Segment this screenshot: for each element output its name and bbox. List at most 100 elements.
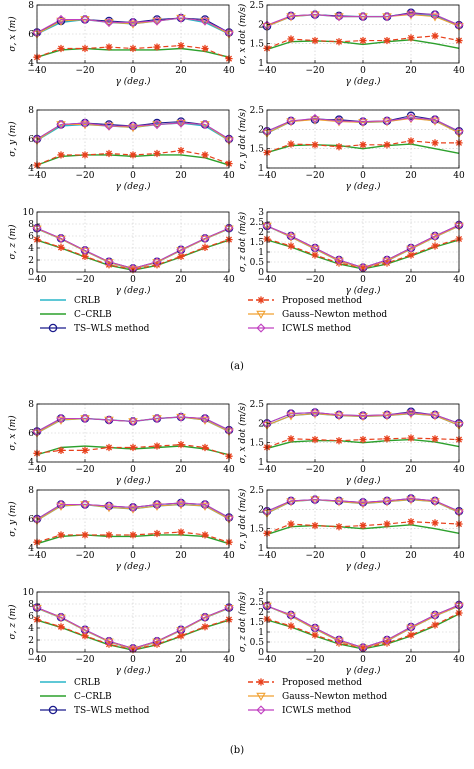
- point-icwls-method: [152, 16, 162, 26]
- y-tick-label: 6: [28, 515, 34, 525]
- y-tick-label: 8: [28, 600, 34, 610]
- point-proposed-method: [177, 252, 185, 260]
- point-icwls-method: [56, 612, 66, 622]
- point-icwls-method: [80, 14, 90, 25]
- point-proposed-method: [431, 242, 439, 250]
- legend-label-c-crlb: C–CRLB: [74, 310, 112, 320]
- point-icwls-method: [80, 625, 90, 635]
- x-tick-label: 0: [130, 655, 136, 665]
- point-proposed-method: [335, 523, 343, 531]
- point-icwls-method: [430, 231, 440, 241]
- point-proposed-method: [81, 531, 89, 539]
- y-tick-label: 3: [258, 588, 264, 598]
- x-tick-label: 20: [405, 655, 417, 665]
- point-proposed-method: [177, 42, 185, 50]
- point-icwls-method: [334, 410, 344, 420]
- point-icwls-method: [104, 636, 114, 646]
- point-proposed-method: [407, 631, 415, 639]
- legend-label-ts-wls-method: TS–WLS method: [74, 706, 150, 716]
- series-line-gauss-newton-method: [36, 504, 230, 521]
- point-proposed-method: [57, 531, 65, 539]
- y-axis-label: σ, y (m): [7, 501, 18, 537]
- point-icwls-method: [152, 636, 162, 646]
- point-icwls-method: [406, 493, 416, 504]
- point-icwls-method: [430, 410, 440, 420]
- point-proposed-method: [105, 261, 113, 269]
- panel-caption-a: (a): [230, 361, 244, 372]
- point-proposed-method: [105, 640, 113, 648]
- x-tick-label: −20: [306, 275, 325, 285]
- point-proposed-method: [105, 43, 113, 51]
- series-line-c-crlb: [266, 39, 460, 51]
- legend-marker-proposed-method: [257, 296, 265, 304]
- point-proposed-method: [153, 529, 161, 538]
- point-icwls-method: [128, 416, 138, 426]
- point-proposed-method: [335, 437, 343, 445]
- legend-marker-icwls-method: [256, 705, 266, 715]
- x-tick-label: 40: [453, 275, 465, 285]
- point-proposed-method: [407, 34, 415, 42]
- point-icwls-method: [176, 118, 186, 128]
- legend-label-ts-wls-method: TS–WLS method: [74, 324, 150, 334]
- x-tick-label: 0: [360, 655, 366, 665]
- y-axis-label: σ, z dot (m/s): [237, 211, 248, 272]
- point-proposed-method: [201, 151, 209, 159]
- y-tick-label: 2.5: [250, 598, 265, 608]
- y-tick-label: 8: [28, 1, 34, 11]
- point-icwls-method: [382, 12, 392, 22]
- point-icwls-method: [358, 117, 368, 127]
- y-tick-label: 2: [258, 20, 264, 30]
- point-gauss-newton-method: [200, 17, 210, 26]
- point-icwls-method: [310, 623, 320, 633]
- point-icwls-method: [310, 407, 320, 418]
- point-proposed-method: [105, 531, 113, 539]
- y-tick-label: 8: [28, 106, 34, 116]
- point-proposed-method: [177, 528, 185, 536]
- x-tick-label: 40: [223, 465, 235, 475]
- point-gauss-newton-method: [104, 416, 114, 425]
- x-tick-label: −20: [76, 465, 95, 475]
- subplot-a-x: −40 −20 0 20 40 4 6 8 γ (deg.) σ, x (m): [7, 1, 235, 87]
- point-icwls-method: [200, 413, 210, 424]
- point-icwls-method: [334, 255, 344, 265]
- x-axis-label: γ (deg.): [346, 76, 381, 87]
- x-tick-label: −20: [76, 551, 95, 561]
- x-tick-label: −40: [258, 66, 277, 76]
- point-icwls-method: [382, 635, 392, 645]
- point-proposed-method: [105, 443, 113, 452]
- point-icwls-method: [56, 119, 66, 130]
- y-tick-label: 1.5: [250, 525, 265, 535]
- point-icwls-method: [176, 498, 186, 508]
- x-axis-label: γ (deg.): [346, 285, 381, 296]
- series-line-icwls-method: [36, 502, 230, 520]
- point-icwls-method: [406, 113, 416, 123]
- point-icwls-method: [176, 625, 186, 635]
- point-proposed-method: [311, 141, 319, 149]
- subplot-b-ydot: −40 −20 0 20 40 1 1.5 2 2.5 γ (deg.) σ, y dot (m/s…: [237, 486, 465, 572]
- x-tick-label: −40: [258, 551, 277, 561]
- point-gauss-newton-method: [152, 121, 162, 130]
- x-tick-label: −40: [28, 66, 47, 76]
- x-tick-label: −20: [76, 66, 95, 76]
- legend-b: CRLB C–CRLB TS–WLS method Proposed method Ga…: [40, 678, 387, 716]
- point-icwls-method: [200, 233, 210, 243]
- y-tick-label: 1.5: [250, 439, 265, 449]
- point-gauss-newton-method: [152, 17, 162, 26]
- y-axis-label: σ, x dot (m/s): [237, 402, 248, 463]
- point-proposed-method: [431, 435, 439, 443]
- series-line-gauss-newton-method: [266, 413, 460, 426]
- point-proposed-method: [407, 518, 415, 526]
- point-proposed-method: [431, 139, 439, 147]
- point-icwls-method: [358, 411, 368, 421]
- y-axis-label: σ, x (m): [7, 415, 18, 451]
- subplot-a-xdot: −40 −20 0 20 40 1 1.5 2 2.5 γ (deg.) σ, x dot (m/s…: [237, 1, 465, 87]
- y-tick-label: 0.5: [250, 638, 265, 648]
- legend-label-icwls-method: ICWLS method: [282, 706, 351, 716]
- point-gauss-newton-method: [56, 121, 66, 130]
- point-proposed-method: [311, 631, 319, 639]
- subplot-b-xdot: −40 −20 0 20 40 1 1.5 2 2.5 γ (deg.) σ, x dot (m/s…: [237, 400, 465, 486]
- point-icwls-method: [430, 10, 440, 20]
- point-gauss-newton-method: [310, 11, 320, 20]
- point-gauss-newton-method: [80, 16, 90, 25]
